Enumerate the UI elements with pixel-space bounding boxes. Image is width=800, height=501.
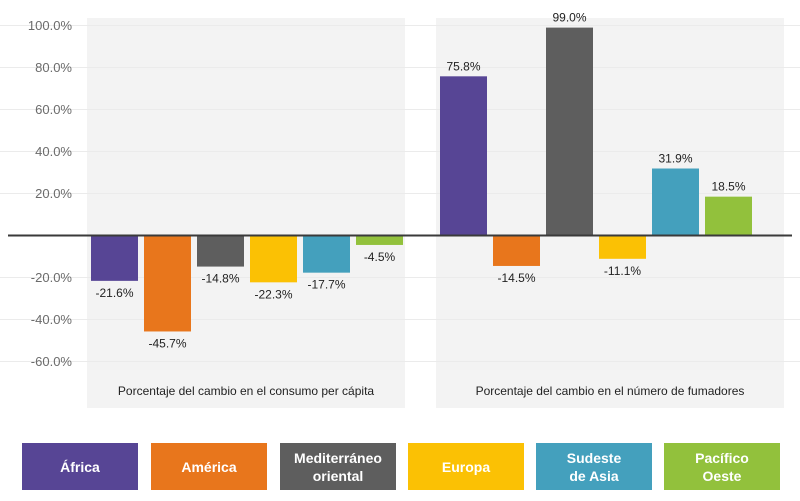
bar-pacifico-oeste-1 (356, 235, 403, 245)
bar-chart: 100.0% 80.0% 60.0% 40.0% 20.0% -20.0% -40.0% -6… (0, 11, 800, 408)
bar-europa-1 (250, 235, 297, 283)
data-label-europa-1: -22.3% (254, 287, 292, 301)
bar-africa-2 (440, 76, 487, 236)
category-labels: Porcentaje del cambio en el consumo per … (118, 384, 744, 398)
y-tick-label: 40.0% (35, 144, 72, 159)
bar-america-1 (144, 235, 191, 332)
data-label-europa-2: -11.1% (604, 264, 641, 278)
y-tick-label: 100.0% (28, 18, 73, 33)
data-label-sudeste-de-asia-2: 31.9% (658, 152, 692, 166)
y-tick-label: 20.0% (35, 186, 72, 201)
data-label-america-1: -45.7% (148, 336, 186, 350)
bar-mediterraneo-oriental-2 (546, 27, 593, 236)
data-label-sudeste-de-asia-1: -17.7% (307, 278, 345, 292)
panel-background (87, 18, 405, 408)
bar-africa-1 (91, 235, 138, 281)
data-labels: -21.6% 75.8% -45.7% -14.5% -14.8% 99.0% -22.3%… (95, 11, 745, 351)
data-label-pacifico-oeste-1: -4.5% (364, 250, 396, 264)
data-label-africa-1: -21.6% (95, 286, 133, 300)
legend-item-mediterraneo-oriental: Mediterráneo oriental (280, 443, 396, 490)
y-tick-label: -60.0% (31, 354, 73, 369)
bar-mediterraneo-oriental-1 (197, 235, 244, 267)
data-label-africa-2: 75.8% (446, 59, 480, 73)
data-label-mediterraneo-oriental-2: 99.0% (552, 11, 586, 25)
data-label-america-2: -14.5% (497, 271, 535, 285)
legend-item-europa: Europa (408, 443, 524, 490)
legend-item-africa: África (22, 443, 138, 490)
bars (91, 27, 752, 332)
y-tick-label: -40.0% (31, 312, 73, 327)
bar-europa-2 (599, 235, 646, 259)
bar-sudeste-de-asia-2 (652, 168, 699, 236)
bar-sudeste-de-asia-1 (303, 235, 350, 273)
category-label-2: Porcentaje del cambio en el número de fu… (476, 384, 745, 398)
bar-america-2 (493, 235, 540, 266)
legend-item-america: América (151, 443, 267, 490)
legend: África América Mediterráneo oriental Eur… (0, 431, 800, 501)
category-label-1: Porcentaje del cambio en el consumo per … (118, 384, 374, 398)
y-tick-label: -20.0% (31, 270, 73, 285)
legend-item-pacifico-oeste: Pacífico Oeste (664, 443, 780, 490)
bar-pacifico-oeste-2 (705, 196, 752, 236)
legend-item-sudeste-de-asia: Sudeste de Asia (536, 443, 652, 490)
y-tick-label: 80.0% (35, 60, 72, 75)
y-tick-label: 60.0% (35, 102, 72, 117)
data-label-mediterraneo-oriental-1: -14.8% (201, 272, 239, 286)
data-label-pacifico-oeste-2: 18.5% (711, 180, 745, 194)
